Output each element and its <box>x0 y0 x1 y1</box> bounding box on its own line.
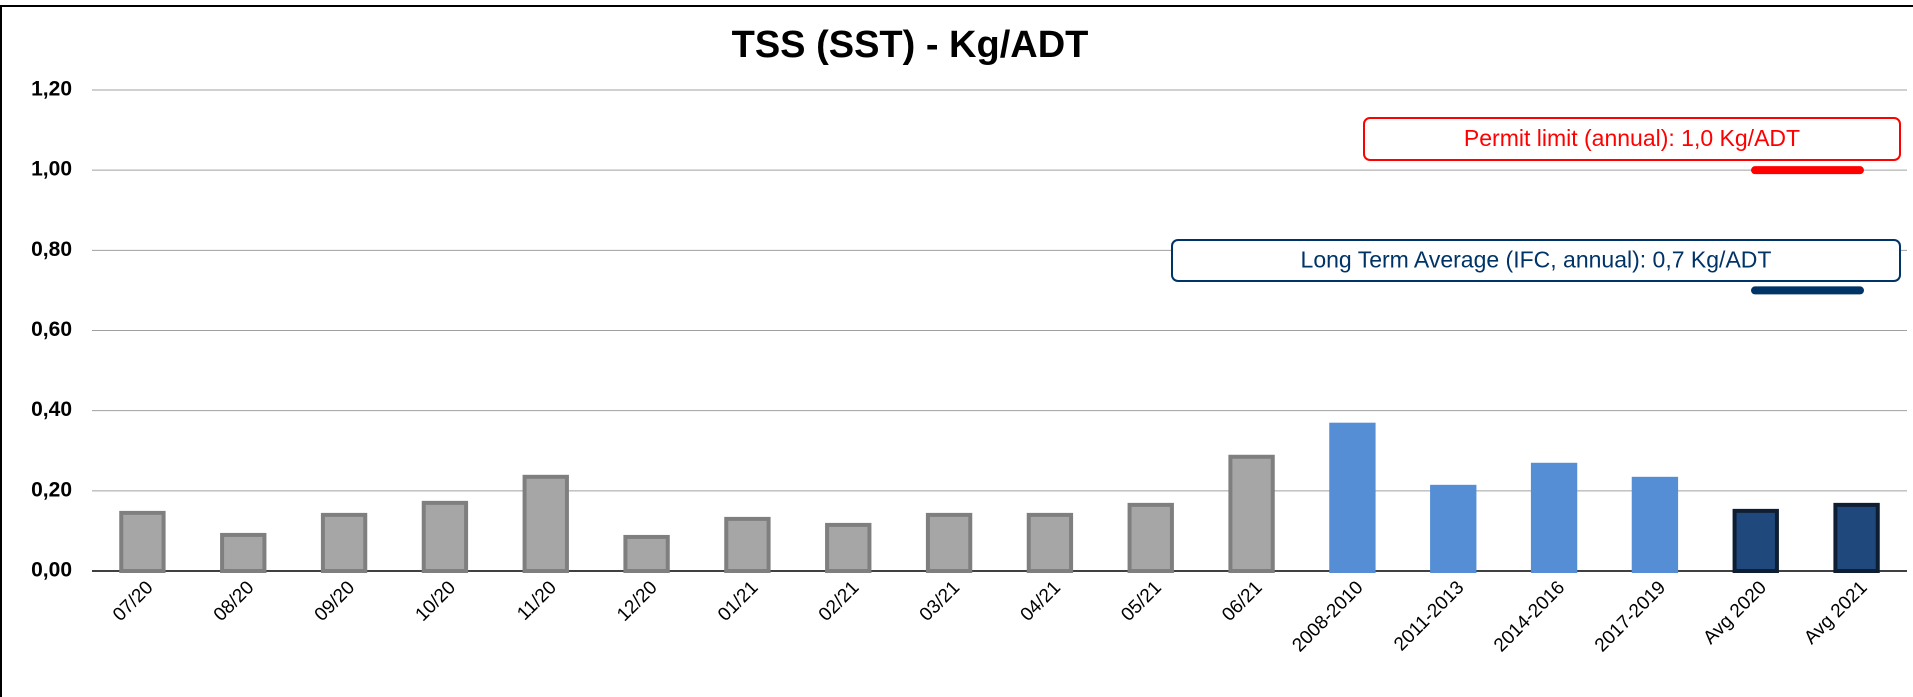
y-tick-label: 1,20 <box>31 78 72 101</box>
x-tick-label: 05/21 <box>1117 577 1165 625</box>
bar <box>119 510 166 573</box>
x-tick-label: 11/20 <box>513 577 560 624</box>
x-tick-label: 2017-2019 <box>1591 577 1670 656</box>
y-tick-label: 0,40 <box>31 398 72 421</box>
bar <box>1430 484 1477 574</box>
x-tick-label: 04/21 <box>1017 577 1065 625</box>
x-tick-label: 06/21 <box>1218 577 1266 625</box>
bar <box>421 500 469 574</box>
bar <box>1329 422 1376 573</box>
x-tick-label: 08/20 <box>210 577 258 625</box>
annotation-box <box>1171 239 1901 282</box>
y-tick-label: 1,00 <box>31 158 72 181</box>
x-tick-label: 10/20 <box>412 577 460 625</box>
y-tick-label: 0,80 <box>31 238 72 261</box>
annotation: Permit limit (annual): 1,0 Kg/ADT <box>1464 125 1800 151</box>
bar <box>1127 502 1174 573</box>
x-tick-label: 2014-2016 <box>1490 577 1569 656</box>
x-tick-label: Avg 2020 <box>1699 577 1770 648</box>
bar <box>1732 508 1779 573</box>
bar <box>724 516 771 573</box>
bar <box>925 512 973 574</box>
bar <box>1631 476 1679 573</box>
x-tick-label: 12/20 <box>613 577 661 625</box>
y-tick-label: 0,20 <box>31 478 72 501</box>
x-tick-label: 2011-2013 <box>1390 577 1468 655</box>
x-tick-label: 01/21 <box>714 577 762 625</box>
x-tick-label: 09/20 <box>311 577 359 625</box>
bar <box>1228 454 1275 574</box>
x-tick-label: 02/21 <box>815 577 863 625</box>
annotation-box <box>1363 117 1901 161</box>
bar <box>522 474 569 573</box>
x-tick-label: 07/20 <box>109 577 157 625</box>
bar <box>220 532 267 573</box>
x-tick-label: Avg 2021 <box>1800 577 1871 648</box>
chart-frame <box>0 5 1913 697</box>
bar <box>1833 502 1880 573</box>
x-tick-label: 03/21 <box>916 577 964 625</box>
x-tick-label: 2008-2010 <box>1288 577 1367 656</box>
y-tick-label: 0,00 <box>31 559 72 582</box>
bar <box>320 512 368 574</box>
bar <box>623 534 670 573</box>
bar <box>825 522 872 574</box>
bar <box>1026 512 1074 574</box>
y-tick-label: 0,60 <box>31 318 72 341</box>
bar <box>1530 462 1578 574</box>
annotation: Long Term Average (IFC, annual): 0,7 Kg/… <box>1301 247 1772 273</box>
chart-title: TSS (SST) - Kg/ADT <box>732 24 1089 66</box>
